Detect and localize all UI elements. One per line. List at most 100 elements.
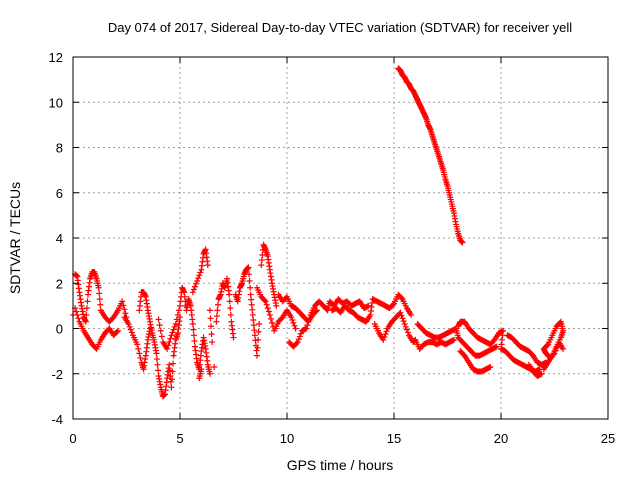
data-point: [292, 325, 299, 332]
data-point: [168, 376, 175, 383]
data-point: [156, 322, 163, 329]
data-point: [400, 318, 407, 325]
y-tick-label: -2: [51, 367, 63, 382]
data-point: [84, 298, 91, 305]
x-axis-label: GPS time / hours: [287, 457, 394, 473]
data-point: [226, 298, 233, 305]
data-point: [266, 311, 273, 318]
data-point: [227, 311, 234, 318]
data-point: [73, 308, 80, 315]
data-point: [170, 360, 177, 367]
data-point: [213, 318, 220, 325]
data-point: [158, 333, 165, 340]
data-point: [196, 272, 203, 279]
data-point: [190, 286, 197, 293]
data-point: [249, 306, 256, 313]
data-point: [389, 301, 396, 308]
data-point: [74, 311, 81, 318]
data-point: [214, 301, 221, 308]
data-point: [204, 262, 211, 269]
data-point: [190, 326, 197, 333]
data-point: [251, 332, 258, 339]
data-point: [226, 291, 233, 298]
data-point: [551, 350, 558, 357]
data-point: [214, 307, 221, 314]
data-point: [263, 301, 270, 308]
data-series: [70, 65, 567, 400]
x-tick-label: 15: [387, 431, 401, 446]
data-point: [209, 339, 216, 346]
plot-frame: [72, 56, 609, 420]
data-point: [245, 264, 252, 271]
data-point: [247, 284, 254, 291]
data-point: [96, 290, 103, 297]
data-point: [312, 308, 319, 315]
data-point: [197, 269, 204, 276]
data-point: [249, 311, 256, 318]
data-point: [155, 316, 162, 323]
data-point: [404, 329, 411, 336]
data-point: [114, 327, 121, 334]
y-tick-label: 6: [56, 186, 63, 201]
data-point: [267, 315, 274, 322]
data-point: [248, 296, 255, 303]
data-point: [169, 368, 176, 375]
data-point: [167, 373, 174, 380]
data-point: [383, 328, 390, 335]
y-tick-label: 8: [56, 141, 63, 156]
data-point: [166, 339, 173, 346]
data-point: [256, 320, 263, 327]
data-point: [246, 271, 253, 278]
data-point: [95, 284, 102, 291]
x-tick-label: 20: [494, 431, 508, 446]
data-point: [227, 305, 234, 312]
data-point: [155, 367, 162, 374]
data-point: [127, 326, 134, 333]
data-point: [251, 327, 258, 334]
data-point: [154, 361, 161, 368]
data-point: [261, 297, 268, 304]
data-point: [306, 315, 313, 322]
data-point: [289, 317, 296, 324]
data-point: [126, 323, 133, 330]
data-point: [255, 328, 262, 335]
data-point: [208, 323, 215, 330]
data-point: [399, 315, 406, 322]
data-point: [169, 329, 176, 336]
data-point: [125, 320, 132, 327]
data-point: [247, 291, 254, 298]
data-point: [290, 319, 297, 326]
data-point: [255, 336, 262, 343]
data-point: [174, 311, 181, 318]
data-point: [288, 314, 295, 321]
data-point: [408, 311, 415, 318]
data-point: [552, 347, 559, 354]
y-axis-label: SDTVAR / TECUs: [7, 182, 23, 294]
data-point: [173, 316, 180, 323]
data-point: [304, 322, 311, 329]
data-point: [459, 239, 466, 246]
data-point: [165, 342, 172, 349]
data-point: [293, 340, 300, 347]
data-point: [213, 313, 220, 320]
data-point: [189, 320, 196, 327]
data-point: [265, 308, 272, 315]
data-point: [493, 343, 500, 350]
data-point: [135, 345, 142, 352]
y-tick-label: 4: [56, 231, 63, 246]
data-point: [403, 326, 410, 333]
data-point: [487, 363, 494, 370]
x-tick-label: 25: [601, 431, 615, 446]
data-point: [401, 320, 408, 327]
data-point: [96, 296, 103, 303]
data-point: [273, 302, 280, 309]
data-point: [264, 305, 271, 312]
data-point: [168, 384, 175, 391]
data-point: [206, 370, 213, 377]
y-tick-label: 12: [49, 50, 63, 65]
data-point: [189, 289, 196, 296]
data-point: [254, 344, 261, 351]
data-point: [211, 363, 218, 370]
data-point: [191, 337, 198, 344]
